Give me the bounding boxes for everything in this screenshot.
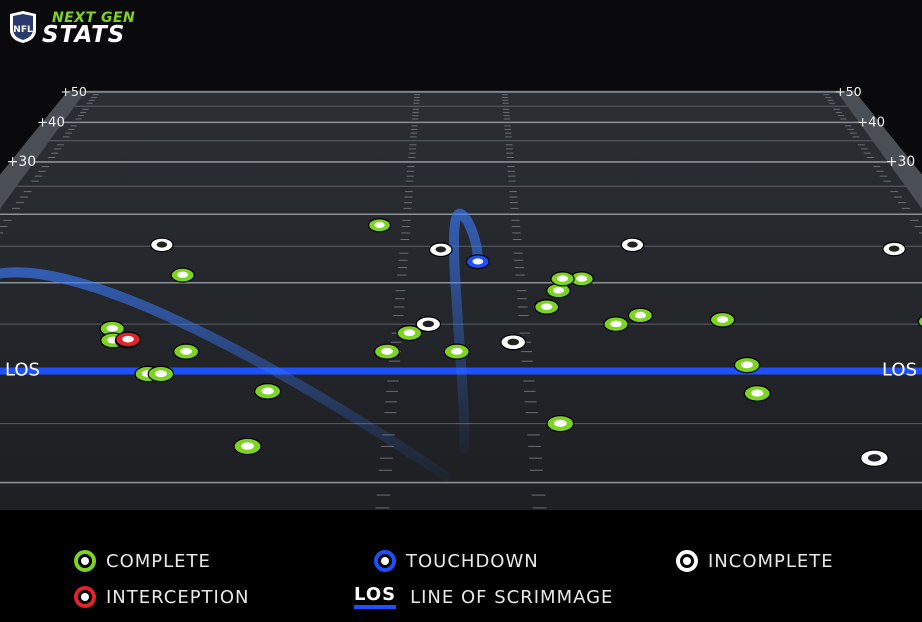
complete-point-10 [396, 325, 423, 342]
complete-center [450, 347, 463, 355]
incomplete-center [867, 454, 881, 462]
incomplete-center [435, 246, 447, 253]
legend-complete: COMPLETE [74, 548, 211, 574]
complete-center [751, 389, 764, 397]
complete-center [154, 370, 167, 378]
complete-point-24 [709, 311, 736, 328]
legend-interception: INTERCEPTION [74, 584, 249, 610]
complete-center [576, 275, 588, 282]
complete-point-1 [170, 267, 195, 283]
complete-center [106, 325, 118, 332]
y-tick-label-right: +40 [857, 115, 885, 130]
complete-point-7 [147, 365, 175, 383]
complete-center [261, 387, 274, 395]
complete-center [557, 275, 569, 282]
legend-los-abbr: LOS [354, 585, 397, 609]
incomplete-center [507, 338, 520, 346]
legend-incomplete-label: INCOMPLETE [708, 550, 834, 572]
complete-center [634, 311, 647, 319]
incomplete-point-1 [428, 242, 453, 258]
touchdown-ring-icon [374, 550, 396, 572]
complete-center [741, 361, 753, 369]
nfl-shield-text: NFL [13, 25, 33, 35]
complete-center [716, 316, 729, 323]
incomplete-point-3 [500, 334, 527, 351]
los-label-right: LOS [882, 360, 917, 381]
legend-incomplete: INCOMPLETE [676, 548, 834, 574]
incomplete-point-0 [150, 237, 174, 253]
interception-point-0 [115, 331, 141, 348]
y-tick-label-right: +30 [886, 154, 915, 170]
complete-center [552, 287, 564, 294]
complete-point-20 [627, 307, 654, 324]
legend-complete-label: COMPLETE [106, 550, 211, 572]
legend: COMPLETE TOUCHDOWN INCOMPLETE INTERCEPTI… [0, 510, 922, 622]
los-label-left: LOS [5, 360, 40, 381]
incomplete-center [156, 241, 168, 248]
complete-center [241, 442, 254, 450]
complete-point-26 [917, 315, 922, 328]
incomplete-point-5 [882, 241, 906, 257]
complete-point-14 [546, 415, 575, 433]
incomplete-center [422, 320, 435, 328]
incomplete-ring-icon [676, 550, 698, 572]
incomplete-center [888, 245, 900, 252]
complete-center [177, 271, 189, 278]
logo-line-2: STATS [42, 22, 126, 48]
complete-point-17 [550, 271, 575, 287]
y-tick-label-left: +30 [7, 154, 36, 170]
complete-point-5 [173, 343, 200, 360]
complete-center [554, 419, 567, 427]
legend-touchdown: TOUCHDOWN [374, 548, 539, 574]
touchdown-trail-1 [0, 267, 452, 482]
legend-los: LOS LINE OF SCRIMMAGE [354, 584, 613, 610]
complete-center [541, 303, 553, 310]
complete-point-18 [534, 299, 560, 315]
touchdown-center [472, 258, 484, 265]
complete-point-8 [254, 382, 282, 400]
complete-point-21 [368, 218, 392, 233]
complete-point-23 [733, 356, 761, 374]
incomplete-point-4 [620, 237, 645, 253]
legend-los-label: LINE OF SCRIMMAGE [410, 586, 614, 608]
legend-touchdown-label: TOUCHDOWN [406, 550, 539, 572]
complete-center [180, 347, 193, 355]
nfl-shield-icon: NFL [10, 11, 36, 43]
complete-ring [917, 315, 922, 328]
complete-point-9 [233, 437, 262, 456]
complete-center [610, 320, 622, 328]
incomplete-point-6 [860, 449, 889, 468]
y-tick-label-left: +50 [60, 84, 87, 99]
complete-point-19 [603, 316, 629, 333]
legend-interception-label: INTERCEPTION [106, 586, 250, 608]
touchdown-point-1 [465, 254, 490, 270]
complete-ring-icon [74, 550, 96, 572]
logo-line-1: NEXT GEN [52, 10, 136, 26]
complete-center [374, 222, 385, 228]
touchdown-trail-2 [449, 208, 483, 454]
incomplete-point-2 [415, 316, 442, 333]
interception-center [122, 335, 134, 343]
complete-point-22 [743, 385, 771, 402]
next-gen-stats-logo: NFL NEXT GEN STATS [8, 8, 143, 48]
complete-center [403, 329, 416, 337]
complete-point-12 [443, 343, 470, 360]
incomplete-center [627, 241, 638, 248]
complete-center [381, 347, 393, 355]
y-tick-label-left: +40 [37, 115, 65, 130]
interception-ring-icon [74, 586, 96, 608]
y-tick-label-right: +50 [835, 84, 862, 99]
complete-point-11 [373, 343, 401, 360]
